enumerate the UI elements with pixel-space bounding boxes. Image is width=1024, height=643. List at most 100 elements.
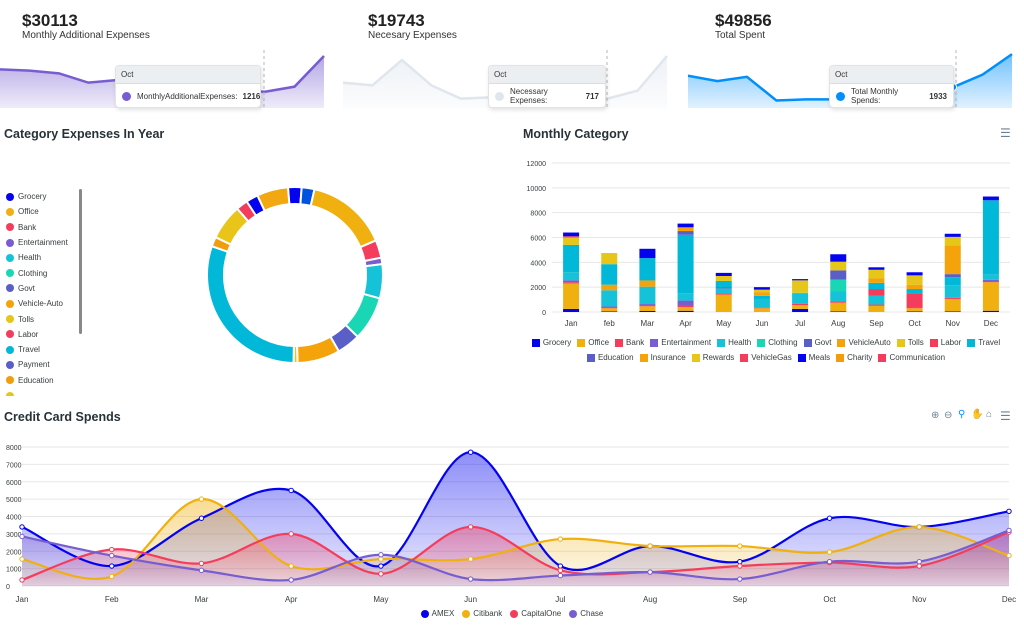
cc-legend-item[interactable]: Chase [569, 609, 603, 618]
stacked-bar-segment[interactable] [753, 299, 770, 308]
series-point[interactable] [737, 558, 743, 565]
stacked-bar-segment[interactable] [601, 264, 618, 285]
stacked-bar-segment[interactable] [792, 279, 809, 281]
donut-legend-item[interactable]: Payment [6, 357, 86, 372]
series-point[interactable] [378, 563, 384, 569]
donut-slice[interactable] [309, 187, 378, 249]
stacked-bar-segment[interactable] [677, 223, 694, 228]
hand-pan-icon[interactable]: ✋ [971, 409, 984, 420]
stacked-bar-segment[interactable] [792, 303, 809, 306]
stacked-bar-segment[interactable] [944, 245, 961, 275]
stacked-bar-segment[interactable] [563, 244, 580, 273]
stacked-bar-segment[interactable] [639, 248, 656, 259]
stacked-bar-segment[interactable] [830, 279, 847, 292]
donut-legend-item[interactable]: Education [6, 373, 86, 388]
stacked-bar-segment[interactable] [868, 295, 885, 305]
stacked-bar-segment[interactable] [601, 253, 618, 265]
bar-legend-item[interactable]: Govt [803, 338, 831, 347]
series-point[interactable] [109, 563, 115, 569]
series-point[interactable] [109, 552, 115, 559]
credit-card-chart[interactable]: 0 1000 2000 3000 4000 5000 6000 7000 8000 Jan Feb M… [0, 435, 1024, 610]
stacked-bar-segment[interactable] [639, 311, 656, 312]
stacked-bar-segment[interactable] [944, 285, 961, 298]
bar-legend-item[interactable]: Grocery [531, 338, 571, 347]
series-point[interactable] [557, 536, 564, 542]
series-point[interactable] [198, 515, 205, 521]
stacked-bar-segment[interactable] [677, 307, 694, 311]
bar-legend-item[interactable]: Entertainment [650, 338, 711, 347]
series-point[interactable] [826, 558, 833, 565]
donut-legend-item[interactable]: Entertainment [6, 235, 86, 250]
stacked-bar-segment[interactable] [601, 308, 618, 312]
stacked-bar-segment[interactable] [792, 293, 809, 304]
bar-legend-item[interactable]: Meals [797, 353, 830, 362]
stacked-bar-segment[interactable] [830, 311, 847, 312]
bar-legend-item[interactable]: Communication [878, 353, 945, 362]
stacked-bar-segment[interactable] [639, 304, 656, 306]
stacked-bar-segment[interactable] [792, 280, 809, 293]
stacked-bar-segment[interactable] [753, 295, 770, 300]
stacked-bar-segment[interactable] [753, 308, 770, 312]
zoom-in-icon[interactable]: ⊕ [931, 410, 940, 421]
stacked-bar-segment[interactable] [982, 310, 999, 312]
stacked-bar-segment[interactable] [906, 307, 923, 309]
series-point[interactable] [198, 567, 205, 574]
hamburger-menu-icon[interactable]: ☰ [1000, 126, 1011, 140]
stacked-bar-segment[interactable] [715, 275, 732, 281]
monthly-category-legend[interactable]: Grocery Office Bank Entertainment Health Clot… [516, 335, 1016, 365]
series-point[interactable] [737, 563, 743, 569]
series-point[interactable] [19, 533, 25, 540]
stacked-bar-segment[interactable] [982, 196, 999, 201]
donut-legend-item[interactable]: Health [6, 250, 86, 265]
stacked-bar-segment[interactable] [944, 297, 961, 299]
stacked-bar-segment[interactable] [944, 274, 961, 278]
stacked-bar-segment[interactable] [563, 282, 580, 284]
stacked-bar-segment[interactable] [944, 311, 961, 312]
stacked-bar-segment[interactable] [563, 236, 580, 238]
bar-legend-item[interactable]: Insurance [639, 353, 686, 362]
stacked-bar-segment[interactable] [715, 280, 732, 288]
series-point[interactable] [916, 558, 922, 565]
stacked-bar-segment[interactable] [563, 280, 580, 283]
series-point[interactable] [826, 549, 833, 555]
bar-legend-item[interactable]: Clothing [757, 338, 798, 347]
series-point[interactable] [378, 552, 384, 558]
stacked-bar-segment[interactable] [868, 289, 885, 296]
stacked-bar-segment[interactable] [982, 282, 999, 311]
bar-legend-item[interactable]: VehicleGas [740, 353, 792, 362]
bar-legend-item[interactable]: Travel [967, 338, 1000, 347]
bar-legend-item[interactable]: Rewards [691, 353, 734, 362]
stacked-bar-segment[interactable] [982, 274, 999, 280]
stacked-bar-segment[interactable] [601, 307, 618, 309]
stacked-bar-segment[interactable] [830, 270, 847, 280]
stacked-bar-segment[interactable] [982, 280, 999, 283]
stacked-bar-segment[interactable] [906, 275, 923, 285]
bar-legend-item[interactable]: Education [586, 353, 634, 362]
series-point[interactable] [1006, 508, 1012, 514]
stacked-bar-segment[interactable] [906, 308, 923, 312]
donut-legend-item[interactable]: Grocery [6, 189, 86, 204]
stacked-bar-segment[interactable] [715, 288, 732, 294]
donut-slice[interactable] [296, 335, 341, 364]
stacked-bar-segment[interactable] [601, 284, 618, 291]
stacked-bar-segment[interactable] [944, 236, 961, 246]
stacked-bar-segment[interactable] [753, 289, 770, 293]
series-point[interactable] [647, 543, 653, 549]
stacked-bar-segment[interactable] [601, 311, 618, 312]
stacked-bar-segment[interactable] [792, 308, 809, 312]
stacked-bar-segment[interactable] [753, 292, 770, 296]
category-donut-chart[interactable] [195, 175, 395, 375]
stacked-bar-segment[interactable] [906, 311, 923, 312]
bar-legend-item[interactable]: Tolls [896, 338, 924, 347]
stacked-bar-segment[interactable] [868, 267, 885, 270]
series-point[interactable] [378, 571, 384, 577]
donut-legend-item[interactable] [6, 388, 86, 396]
cc-legend-item[interactable]: CapitalOne [510, 609, 561, 618]
series-point[interactable] [737, 576, 743, 582]
donut-legend-item[interactable]: Office [6, 204, 86, 219]
zoom-out-icon[interactable]: ⊖ [944, 410, 953, 421]
series-point[interactable] [198, 560, 205, 567]
donut-legend-item[interactable]: Bank [6, 220, 86, 235]
stacked-bar-segment[interactable] [639, 306, 656, 312]
series-point[interactable] [288, 487, 294, 494]
